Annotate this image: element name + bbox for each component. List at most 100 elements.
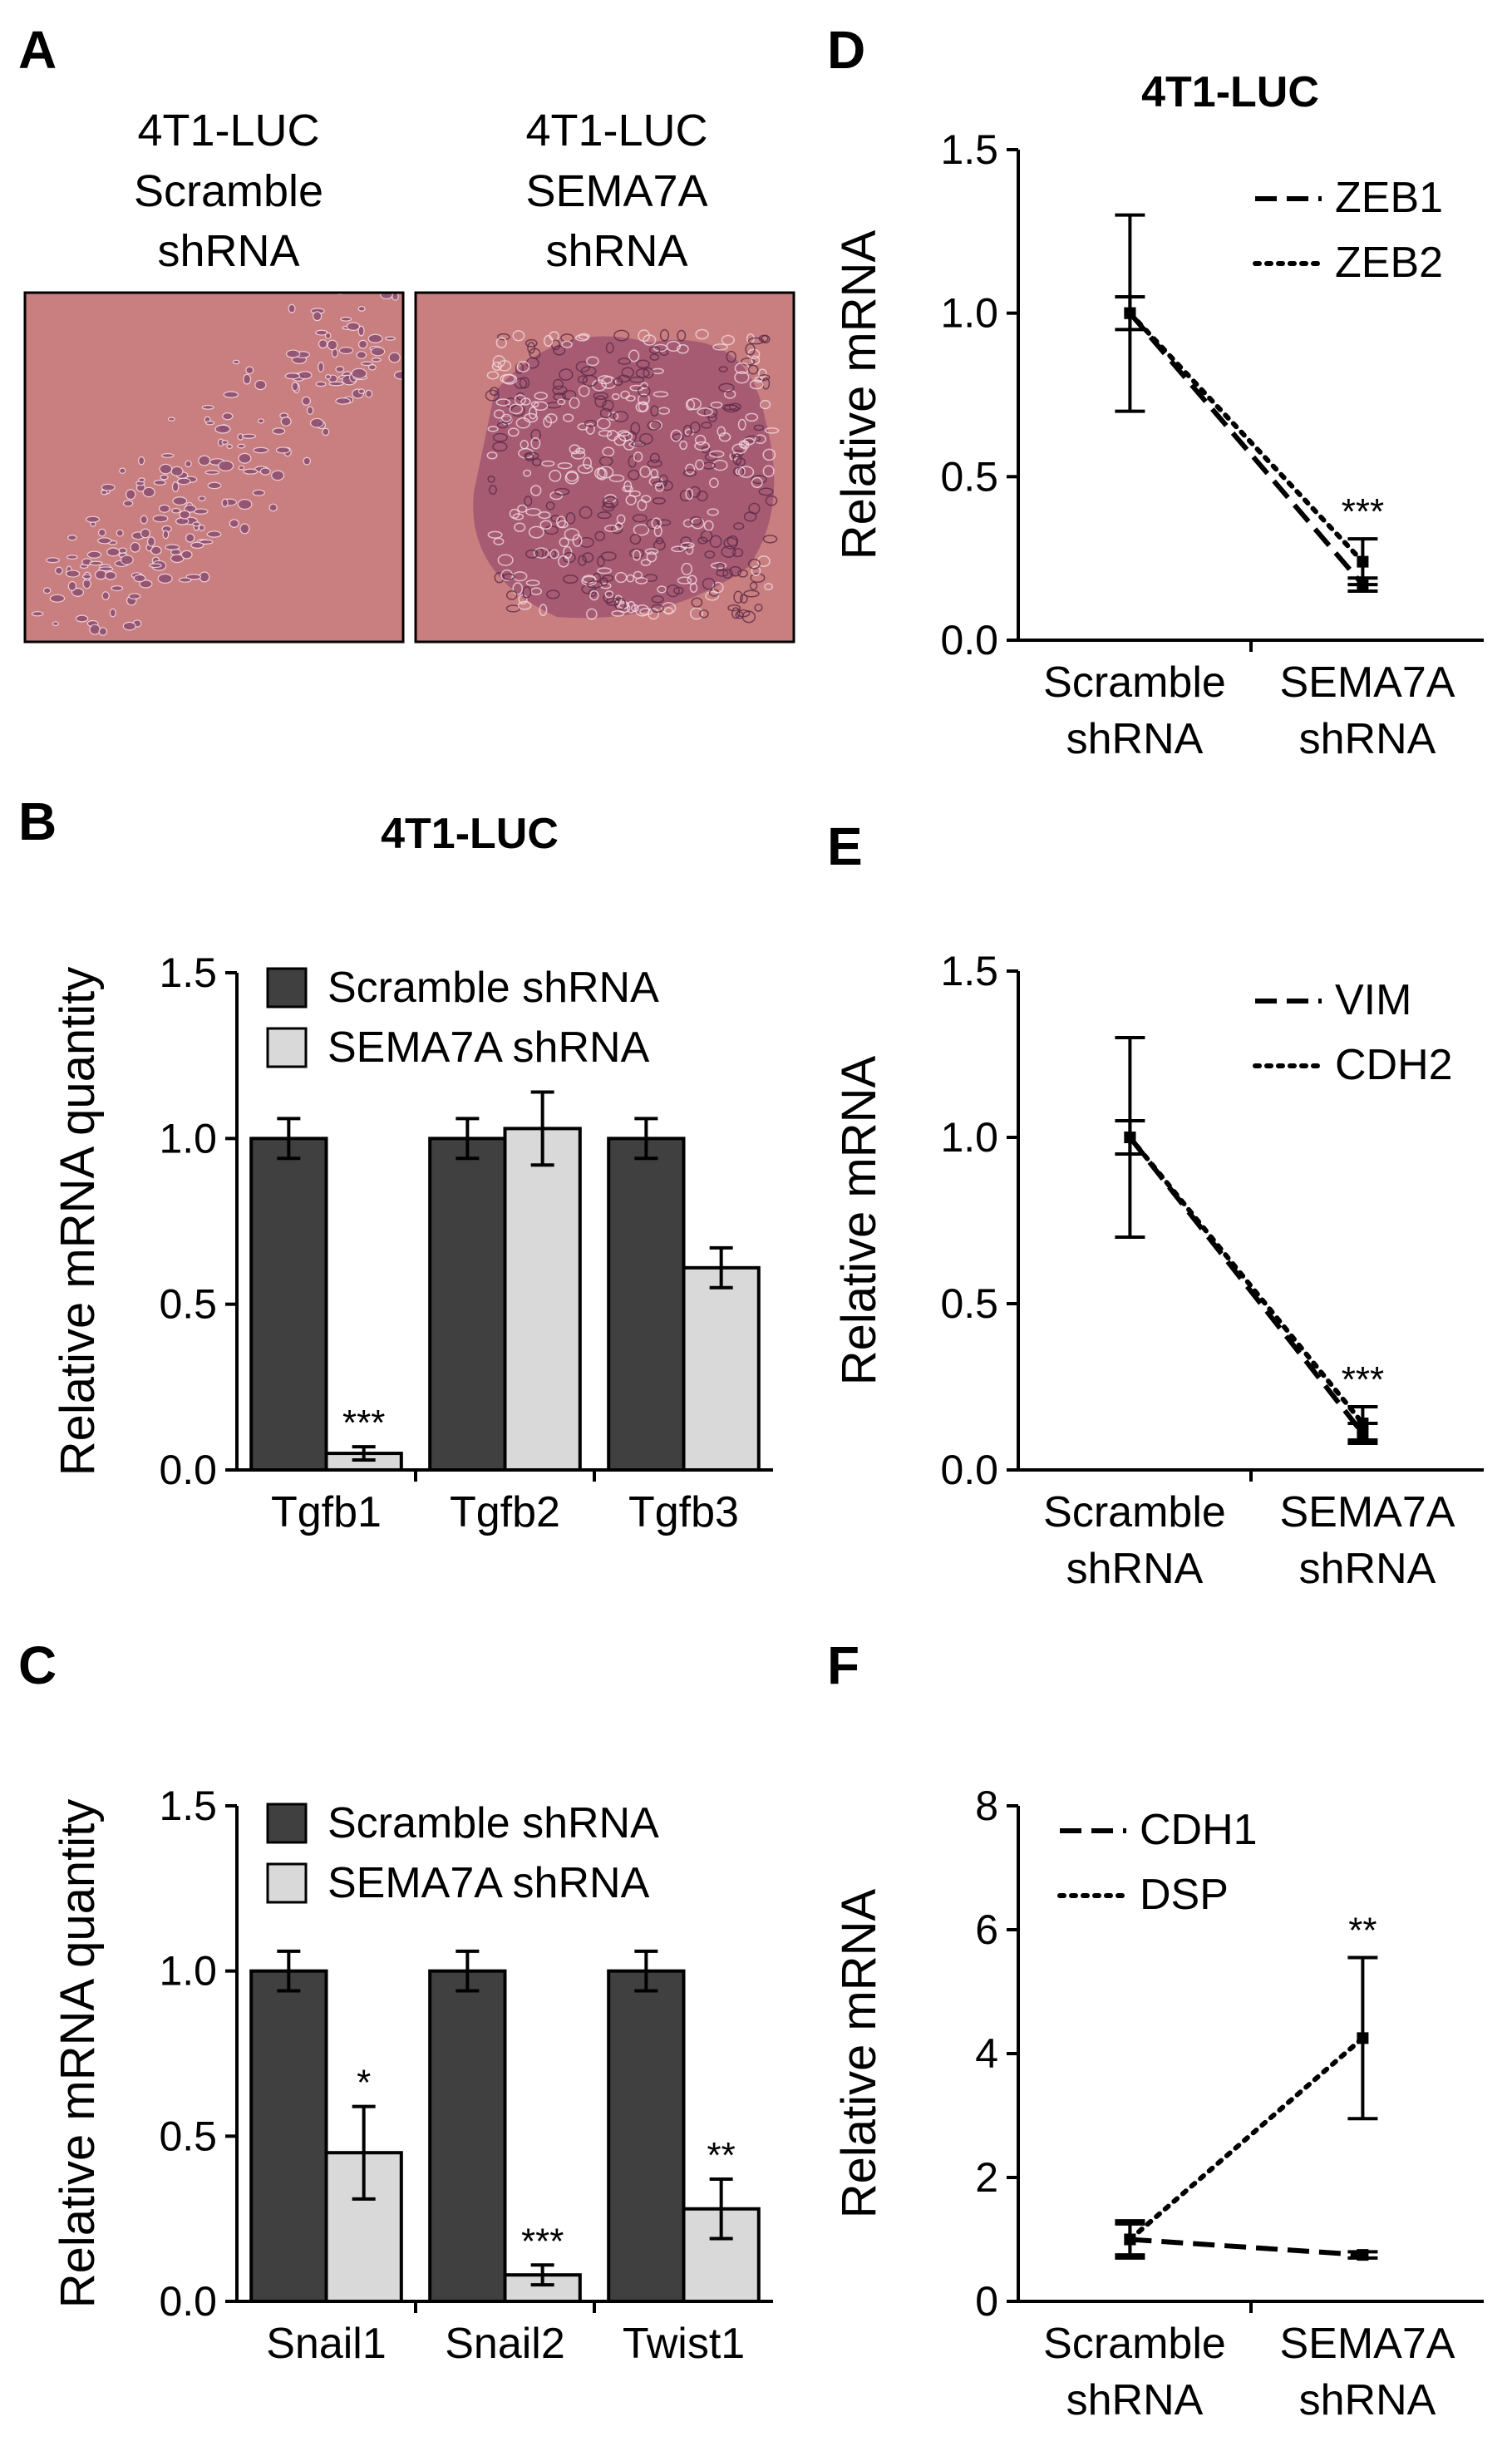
cell bbox=[628, 548, 645, 559]
cell bbox=[549, 491, 564, 501]
cell bbox=[42, 587, 52, 594]
cell bbox=[564, 471, 579, 485]
cell bbox=[541, 460, 555, 467]
cell bbox=[673, 586, 684, 595]
cell bbox=[525, 579, 540, 586]
legend-label-scramble-shrna: Scramble shRNA bbox=[328, 964, 659, 1012]
cell bbox=[691, 597, 703, 608]
cell bbox=[351, 367, 367, 379]
cell bbox=[750, 573, 766, 584]
cell bbox=[618, 374, 630, 383]
cell bbox=[512, 330, 525, 342]
cell bbox=[301, 396, 312, 406]
cell bbox=[530, 428, 542, 441]
cell bbox=[119, 467, 126, 474]
x-category-label-sema7a-shrna-line-2: shRNA bbox=[1299, 715, 1436, 763]
cell bbox=[643, 367, 654, 379]
cell bbox=[138, 477, 145, 483]
cell bbox=[387, 261, 394, 265]
cell bbox=[357, 388, 366, 395]
cell bbox=[184, 504, 197, 513]
cell bbox=[525, 507, 541, 516]
cell bbox=[496, 333, 510, 341]
cell bbox=[522, 585, 532, 599]
cell bbox=[101, 483, 116, 491]
cell bbox=[516, 361, 530, 372]
cell bbox=[764, 427, 780, 434]
cell bbox=[577, 375, 588, 384]
cell bbox=[709, 477, 719, 488]
cell bbox=[689, 607, 703, 620]
series-line-zeb2 bbox=[1127, 310, 1366, 565]
bar-scramble-shrna-tgfb1 bbox=[249, 1137, 328, 1472]
cell bbox=[697, 491, 708, 502]
cell bbox=[31, 611, 44, 617]
cell bbox=[559, 368, 574, 381]
cell bbox=[97, 528, 106, 537]
cell bbox=[602, 399, 614, 412]
cell bbox=[190, 541, 204, 549]
legend-label-dsp: DSP bbox=[1140, 1871, 1229, 1919]
cell bbox=[497, 554, 514, 566]
cell bbox=[633, 524, 650, 536]
cell bbox=[160, 453, 175, 458]
legend-label-cdh1: CDH1 bbox=[1140, 1806, 1258, 1854]
legend-swatch-sema7a-shrna bbox=[266, 1027, 308, 1068]
cell bbox=[298, 371, 313, 380]
cell bbox=[252, 489, 265, 496]
bar-scramble-shrna-snail2 bbox=[428, 1969, 507, 2304]
cell bbox=[325, 373, 332, 380]
cell bbox=[628, 469, 640, 481]
cell bbox=[633, 451, 643, 462]
cell bbox=[638, 401, 649, 412]
cell bbox=[603, 501, 614, 508]
cell bbox=[758, 487, 774, 496]
cell bbox=[751, 565, 761, 576]
image-2-caption-line-2: SEMA7A bbox=[525, 166, 707, 216]
cell bbox=[732, 466, 745, 476]
cell bbox=[149, 563, 162, 569]
cell bbox=[288, 303, 296, 313]
cell bbox=[120, 555, 134, 565]
cell bbox=[89, 624, 101, 635]
cell bbox=[226, 444, 233, 449]
cell bbox=[639, 466, 651, 478]
cell bbox=[640, 382, 648, 390]
cell bbox=[338, 347, 354, 355]
cell bbox=[507, 427, 520, 437]
cell bbox=[707, 508, 719, 516]
cell bbox=[384, 336, 396, 341]
cell bbox=[653, 391, 669, 397]
cell bbox=[549, 549, 559, 560]
cell bbox=[306, 406, 314, 415]
cell bbox=[635, 368, 650, 378]
cell bbox=[635, 577, 648, 584]
cell bbox=[671, 545, 686, 553]
chart-panel-f: F 0 2 4 6 8 Relative mRNA Scramble shRNA SEMA7A s… bbox=[827, 1635, 1484, 2424]
cell bbox=[628, 455, 637, 468]
cell bbox=[579, 536, 594, 548]
chart-title: 4T1-LUC bbox=[1141, 68, 1319, 116]
cell bbox=[625, 430, 638, 442]
cell bbox=[632, 550, 642, 561]
data-point-dsp-1 bbox=[1357, 2032, 1369, 2044]
x-category-label-tgfb1: Tgfb1 bbox=[271, 1488, 382, 1536]
cell bbox=[709, 450, 725, 458]
cell bbox=[605, 597, 620, 606]
cell bbox=[66, 555, 78, 560]
legend-swatch-scramble-shrna bbox=[266, 1803, 308, 1844]
significance-label-tgfb1: *** bbox=[342, 1403, 385, 1443]
cell bbox=[629, 376, 645, 383]
y-axis-label: Relative mRNA bbox=[832, 229, 886, 560]
cell bbox=[488, 485, 498, 496]
error-bar-sema7a-shrna-tgfb1 bbox=[352, 1445, 376, 1462]
x-category-label-tgfb3: Tgfb3 bbox=[628, 1488, 739, 1536]
cell bbox=[558, 555, 569, 568]
cell bbox=[563, 413, 574, 422]
cell bbox=[621, 367, 635, 378]
cell bbox=[608, 412, 619, 421]
cell bbox=[689, 516, 702, 526]
cell bbox=[539, 604, 548, 616]
cell bbox=[743, 437, 756, 446]
cell bbox=[654, 482, 664, 492]
